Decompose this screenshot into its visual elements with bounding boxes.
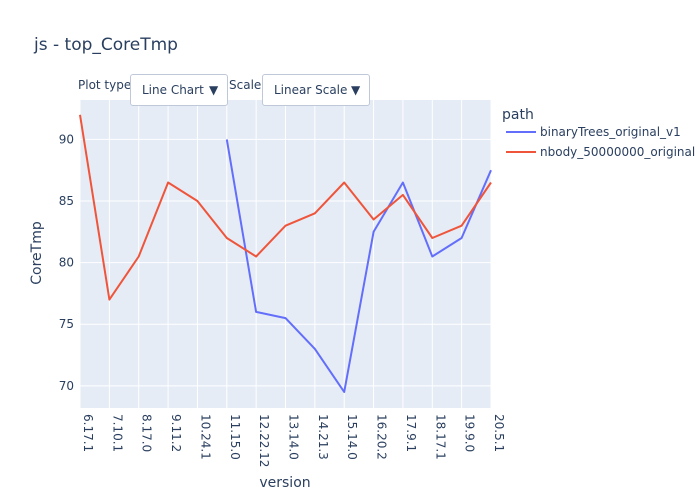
legend-title: path — [502, 107, 534, 123]
chart-title: js - top_CoreTmp — [33, 35, 178, 55]
x-tick-label: 9.11.2 — [169, 414, 183, 452]
y-tick-label: 85 — [59, 194, 74, 208]
x-tick-label: 13.14.0 — [287, 414, 301, 460]
scale-label: Scale: — [229, 78, 266, 92]
plot-type-label: Plot type: — [78, 78, 136, 92]
chevron-down-icon: ▼ — [209, 83, 219, 97]
x-tick-label: 18.17.1 — [433, 414, 447, 460]
series-line-1 — [225, 139, 492, 393]
x-tick-label: 15.14.0 — [345, 414, 359, 460]
legend: path binaryTrees_original_v1 nbody_500000… — [502, 107, 695, 159]
y-tick-label: 90 — [59, 132, 74, 146]
x-axis-ticks: 6.17.1 7.10.1 8.17.0 9.11.2 10.24.1 11.15.0 12… — [81, 414, 506, 467]
x-tick-label: 19.9.0 — [463, 414, 477, 452]
x-tick-label: 6.17.1 — [81, 414, 95, 452]
y-tick-label: 70 — [59, 379, 74, 393]
chevron-down-icon: ▼ — [351, 83, 361, 97]
x-tick-label: 14.21.3 — [316, 414, 330, 460]
series-lines — [79, 114, 492, 393]
x-tick-label: 8.17.0 — [140, 414, 154, 452]
x-tick-label: 17.9.1 — [404, 414, 418, 452]
x-tick-label: 10.24.1 — [198, 414, 212, 460]
plot-type-dropdown[interactable]: Line Chart ▼ — [130, 74, 228, 106]
y-axis-ticks: 70 75 80 85 90 — [59, 132, 74, 392]
scale-dropdown[interactable]: Linear Scale ▼ — [262, 74, 370, 106]
x-tick-label: 11.15.0 — [228, 414, 242, 460]
gridlines — [79, 100, 492, 408]
scale-value: Linear Scale — [274, 83, 348, 97]
plot-type-value: Line Chart — [142, 83, 204, 97]
x-axis-title: version — [259, 475, 310, 491]
y-tick-label: 80 — [59, 256, 74, 270]
series-line-2 — [79, 114, 492, 301]
y-tick-label: 75 — [59, 317, 74, 331]
x-tick-label: 20.5.1 — [492, 414, 506, 452]
x-tick-label: 12.22.12 — [257, 414, 271, 467]
y-axis-title: CoreTmp — [29, 221, 45, 285]
x-tick-label: 16.20.2 — [375, 414, 389, 460]
legend-label: nbody_50000000_original — [540, 145, 695, 159]
x-tick-label: 7.10.1 — [110, 414, 124, 452]
legend-label: binaryTrees_original_v1 — [540, 125, 681, 139]
